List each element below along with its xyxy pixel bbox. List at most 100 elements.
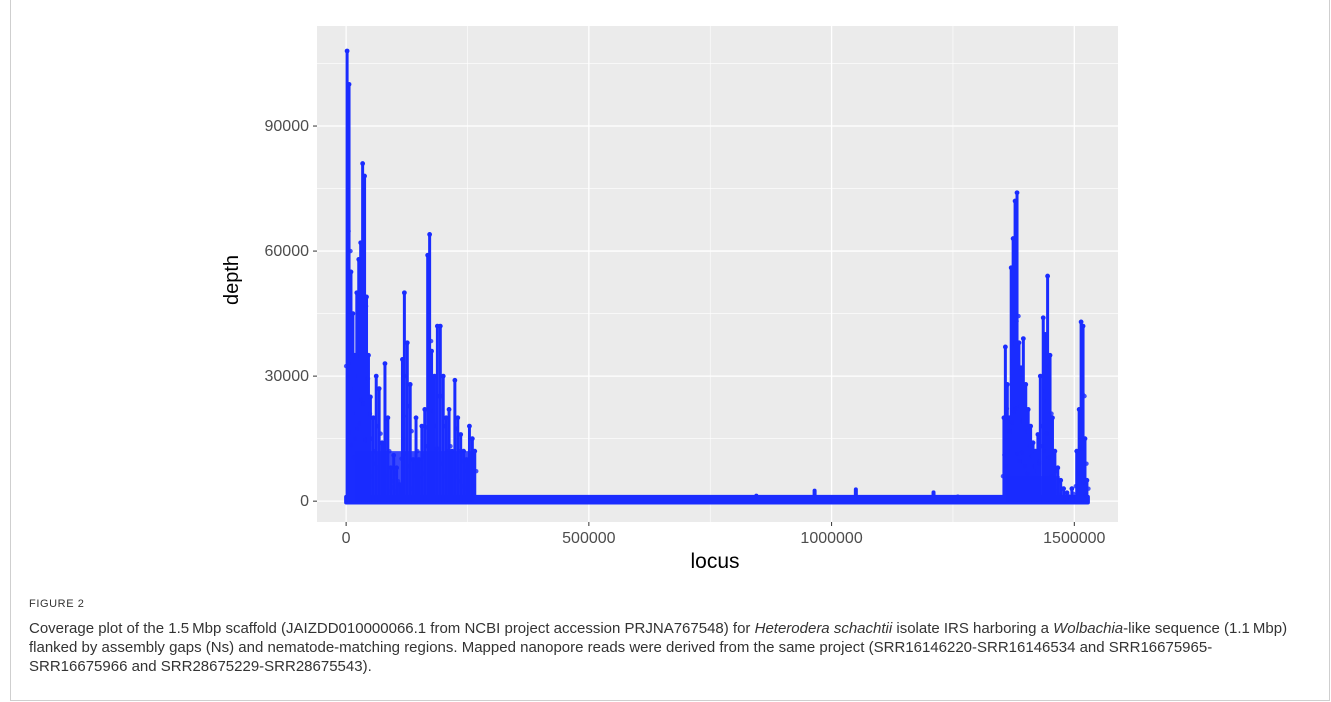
coverage-spike (402, 292, 406, 503)
coverage-point (1075, 471, 1081, 476)
coverage-point (1030, 440, 1036, 446)
coverage-point (1041, 448, 1047, 454)
coverage-point (427, 232, 433, 237)
y-tick-label: 60000 (265, 243, 310, 260)
cluster-fill-left (355, 451, 474, 502)
coverage-spike (1046, 276, 1050, 503)
coverage-point (404, 340, 410, 346)
coverage-point (344, 48, 350, 54)
coverage-spike (1085, 480, 1089, 503)
coverage-point (469, 436, 475, 442)
x-tick-label: 1500000 (1043, 530, 1105, 547)
baseline-bump (902, 497, 907, 502)
coverage-point (1047, 352, 1053, 358)
coverage-spike (1021, 338, 1025, 503)
coverage-point (1063, 496, 1069, 501)
figure-caption: Coverage plot of the 1.5 Mbp scaffold (J… (29, 619, 1309, 676)
coverage-point (401, 290, 407, 296)
coverage-point (1084, 477, 1090, 483)
coverage-point (385, 415, 391, 421)
coverage-point (472, 448, 478, 454)
coverage-point (1025, 407, 1031, 412)
baseline-bump (853, 487, 858, 502)
coverage-point (437, 446, 442, 451)
coverage-point (1004, 463, 1009, 469)
coverage-point (1028, 423, 1034, 429)
baseline-bump (812, 488, 817, 502)
coverage-point (1002, 344, 1008, 350)
coverage-point (452, 377, 458, 383)
coverage-point (422, 407, 428, 412)
baseline-bump (615, 496, 620, 502)
coverage-point (1013, 406, 1019, 411)
caption-text-1: Coverage plot of the 1.5 Mbp scaffold (J… (29, 620, 755, 637)
coverage-point (474, 468, 479, 474)
coverage-point (1020, 336, 1026, 342)
coverage-point (1017, 458, 1023, 464)
coverage-point (1045, 273, 1051, 279)
coverage-point (1009, 420, 1015, 425)
coverage-point (348, 248, 353, 254)
coverage-point (350, 311, 356, 316)
coverage-point (1068, 495, 1074, 500)
figure-frame (10, 0, 1330, 701)
coverage-point (346, 81, 352, 87)
coverage-point (370, 415, 376, 421)
baseline-bump (679, 496, 684, 502)
baseline-bump (659, 497, 664, 502)
coverage-point (401, 436, 406, 441)
coverage-plot-svg: 0 500000 1000000 1500000 0 30000 60000 90000 l… (221, 26, 1118, 568)
y-tick-label: 30000 (265, 368, 310, 385)
data-points (343, 48, 1091, 505)
coverage-point (467, 423, 472, 429)
x-tick-label: 0 (342, 530, 351, 547)
coverage-point (1078, 319, 1084, 325)
coverage-point (368, 394, 373, 400)
x-tick-label: 500000 (562, 530, 615, 547)
coverage-point (440, 373, 446, 379)
coverage-point (426, 418, 431, 424)
coverage-spike (1038, 376, 1042, 503)
coverage-point (349, 442, 355, 448)
coverage-point (419, 423, 425, 429)
coverage-point (1040, 443, 1045, 449)
coverage-point (1046, 455, 1052, 460)
caption-species: Heterodera schachtii (754, 620, 893, 637)
coverage-point (1086, 486, 1091, 491)
coverage-point (1023, 382, 1029, 387)
coverage-plot: 0 500000 1000000 1500000 0 30000 60000 90000 l… (218, 18, 1132, 568)
coverage-point (1037, 373, 1043, 379)
coverage-spike (473, 451, 477, 503)
coverage-point (351, 455, 357, 460)
coverage-point (1061, 486, 1067, 492)
coverage-point (1050, 415, 1055, 421)
coverage-point (428, 338, 434, 344)
coverage-point (1020, 450, 1025, 455)
coverage-point (413, 415, 419, 421)
coverage-point (353, 436, 359, 441)
coverage-point (1055, 465, 1061, 471)
coverage-point (347, 430, 353, 435)
coverage-point (1014, 190, 1020, 196)
coverage-point (1049, 411, 1054, 416)
coverage-point (382, 361, 388, 367)
baseline-bump (754, 493, 759, 502)
coverage-spike (1019, 367, 1023, 503)
coverage-point (1073, 483, 1078, 489)
caption-text-3: -like sequence (1.1 Mbp) flanked by asse… (29, 620, 1288, 675)
baseline-bump (572, 497, 577, 502)
coverage-point (1080, 323, 1086, 329)
coverage-point (348, 269, 354, 275)
coverage-point (1082, 393, 1087, 399)
coverage-point (373, 373, 379, 379)
coverage-point (458, 432, 464, 437)
figure-label: FIGURE 2 (29, 598, 85, 610)
coverage-point (1002, 452, 1007, 458)
x-axis-ticks: 0 500000 1000000 1500000 (342, 522, 1106, 547)
x-axis-label: locus (690, 550, 739, 568)
coverage-point (1083, 492, 1089, 498)
baseline-bump (931, 490, 936, 502)
grid-minor (317, 26, 1118, 522)
cluster-fill-right (1006, 476, 1060, 502)
coverage-point (1037, 461, 1042, 466)
